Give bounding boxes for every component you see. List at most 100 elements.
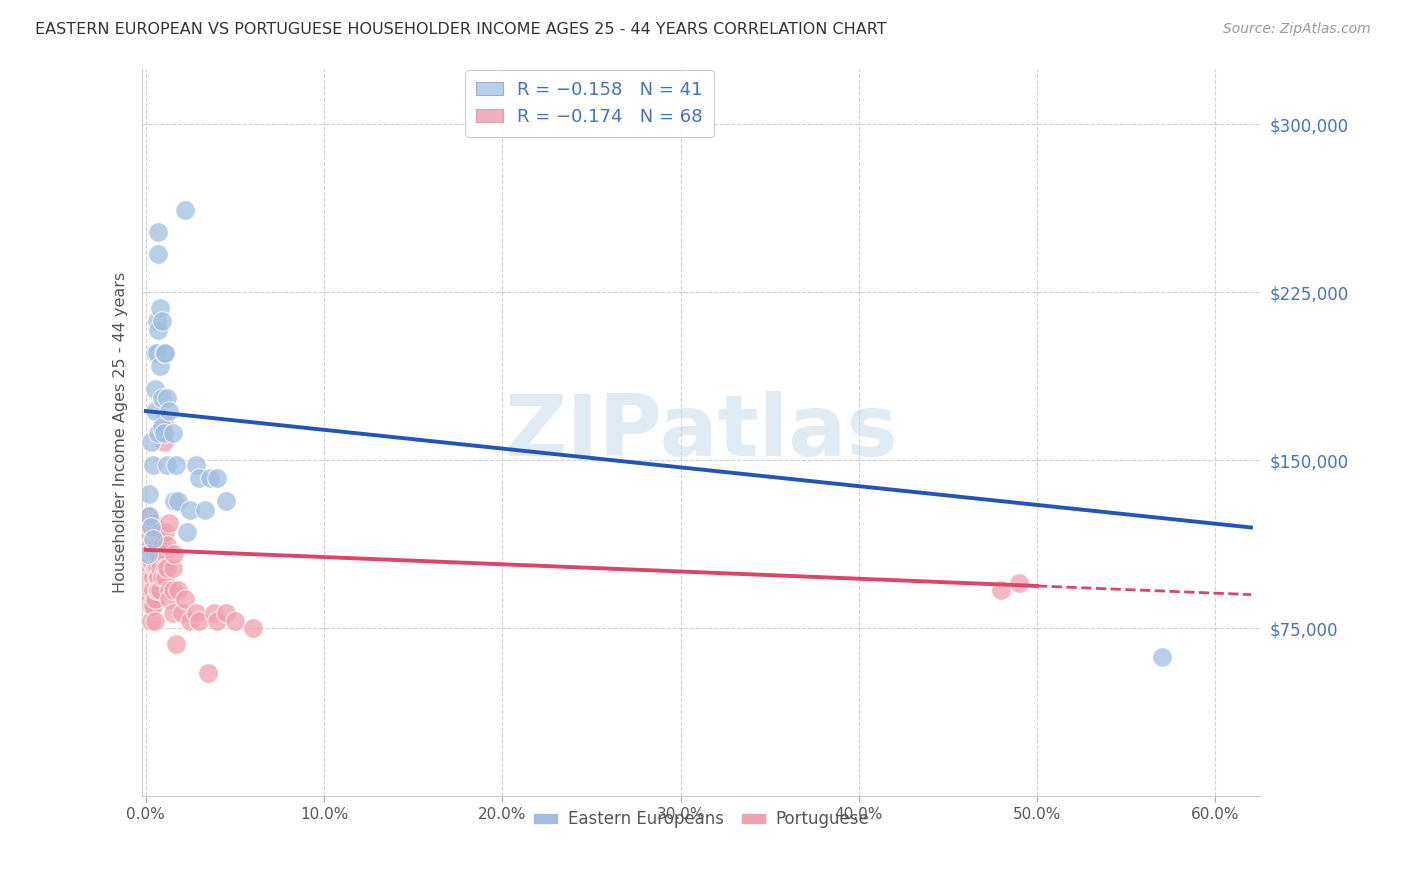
Point [184, 458, 207, 472]
Point [142, 570, 165, 584]
Point [165, 637, 187, 651]
Text: Source: ZipAtlas.com: Source: ZipAtlas.com [1223, 22, 1371, 37]
Point [148, 547, 170, 561]
Point [148, 583, 170, 598]
Point [215, 493, 238, 508]
Point [162, 560, 184, 574]
Point [165, 458, 187, 472]
Point [150, 419, 173, 434]
Point [142, 532, 165, 546]
Point [202, 606, 225, 620]
Point [136, 547, 159, 561]
Point [188, 615, 211, 629]
Point [188, 471, 211, 485]
Point [149, 301, 172, 315]
Point [142, 458, 165, 472]
Point [990, 583, 1012, 598]
Point [152, 426, 174, 441]
Point [224, 615, 246, 629]
Point [136, 554, 159, 568]
Point [138, 592, 160, 607]
Point [176, 524, 198, 539]
Point [162, 606, 184, 620]
Point [141, 599, 163, 613]
Point [145, 538, 167, 552]
Point [138, 576, 160, 591]
Point [141, 554, 163, 568]
Point [141, 435, 163, 450]
Point [138, 524, 160, 539]
Point [155, 570, 177, 584]
Text: EASTERN EUROPEAN VS PORTUGUESE HOUSEHOLDER INCOME AGES 25 - 44 YEARS CORRELATION: EASTERN EUROPEAN VS PORTUGUESE HOUSEHOLD… [35, 22, 887, 37]
Point [141, 583, 163, 598]
Point [198, 471, 221, 485]
Point [141, 538, 163, 552]
Point [163, 547, 186, 561]
Point [136, 570, 159, 584]
Point [145, 560, 167, 574]
Point [142, 547, 165, 561]
Point [149, 359, 172, 374]
Point [205, 471, 228, 485]
Point [141, 520, 163, 534]
Point [136, 509, 159, 524]
Point [143, 615, 166, 629]
Point [143, 346, 166, 360]
Point [148, 570, 170, 584]
Point [150, 391, 173, 405]
Point [150, 570, 173, 584]
Point [148, 247, 170, 261]
Point [156, 391, 179, 405]
Point [157, 404, 180, 418]
Point [136, 583, 159, 598]
Text: ZIPatlas: ZIPatlas [505, 391, 898, 474]
Point [242, 621, 264, 635]
Point [143, 592, 166, 607]
Point [142, 599, 165, 613]
Point [136, 538, 159, 552]
Point [143, 547, 166, 561]
Point [170, 606, 193, 620]
Point [157, 516, 180, 530]
Point [150, 538, 173, 552]
Point [152, 547, 174, 561]
Point [141, 615, 163, 629]
Point [156, 538, 179, 552]
Point [205, 615, 228, 629]
Point [145, 583, 167, 598]
Point [155, 346, 177, 360]
Point [162, 426, 184, 441]
Point [145, 314, 167, 328]
Point [157, 592, 180, 607]
Point [148, 225, 170, 239]
Point [167, 493, 190, 508]
Point [138, 509, 160, 524]
Point [152, 435, 174, 450]
Point [143, 524, 166, 539]
Point [197, 665, 219, 680]
Point [145, 570, 167, 584]
Point [143, 382, 166, 396]
Point [1008, 576, 1031, 591]
Point [163, 493, 186, 508]
Point [138, 566, 160, 580]
Point [156, 560, 179, 574]
Legend: Eastern Europeans, Portuguese: Eastern Europeans, Portuguese [526, 804, 876, 835]
Point [143, 404, 166, 418]
Point [174, 592, 197, 607]
Point [149, 524, 172, 539]
Y-axis label: Householder Income Ages 25 - 44 years: Householder Income Ages 25 - 44 years [114, 272, 128, 593]
Point [148, 426, 170, 441]
Point [145, 346, 167, 360]
Point [1150, 650, 1173, 665]
Point [149, 583, 172, 598]
Point [138, 487, 160, 501]
Point [194, 502, 217, 516]
Point [148, 323, 170, 337]
Point [155, 524, 177, 539]
Point [149, 560, 172, 574]
Point [142, 583, 165, 598]
Point [184, 606, 207, 620]
Point [143, 560, 166, 574]
Point [142, 516, 165, 530]
